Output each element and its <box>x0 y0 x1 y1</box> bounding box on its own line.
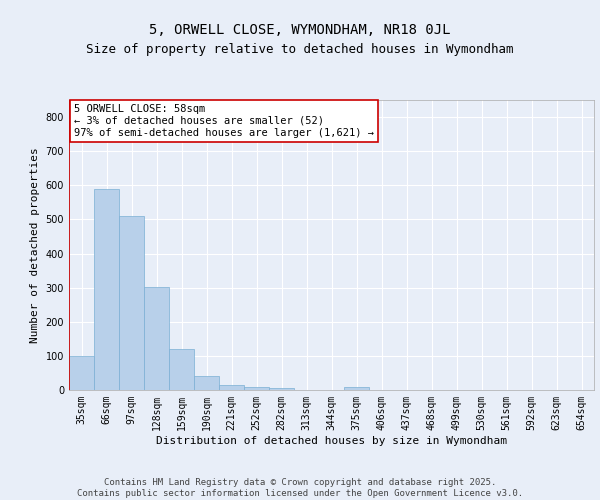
Text: Contains HM Land Registry data © Crown copyright and database right 2025.
Contai: Contains HM Land Registry data © Crown c… <box>77 478 523 498</box>
Y-axis label: Number of detached properties: Number of detached properties <box>30 147 40 343</box>
Bar <box>169 349 194 390</box>
X-axis label: Distribution of detached houses by size in Wymondham: Distribution of detached houses by size … <box>156 436 507 446</box>
Bar <box>94 188 119 390</box>
Text: Size of property relative to detached houses in Wymondham: Size of property relative to detached ho… <box>86 42 514 56</box>
Bar <box>144 287 169 390</box>
Bar <box>194 376 219 390</box>
Text: 5 ORWELL CLOSE: 58sqm
← 3% of detached houses are smaller (52)
97% of semi-detac: 5 ORWELL CLOSE: 58sqm ← 3% of detached h… <box>74 104 374 138</box>
Bar <box>119 216 144 390</box>
Bar <box>219 385 244 390</box>
Bar <box>344 388 369 390</box>
Text: 5, ORWELL CLOSE, WYMONDHAM, NR18 0JL: 5, ORWELL CLOSE, WYMONDHAM, NR18 0JL <box>149 22 451 36</box>
Bar <box>269 388 294 390</box>
Bar <box>244 388 269 390</box>
Bar <box>69 356 94 390</box>
